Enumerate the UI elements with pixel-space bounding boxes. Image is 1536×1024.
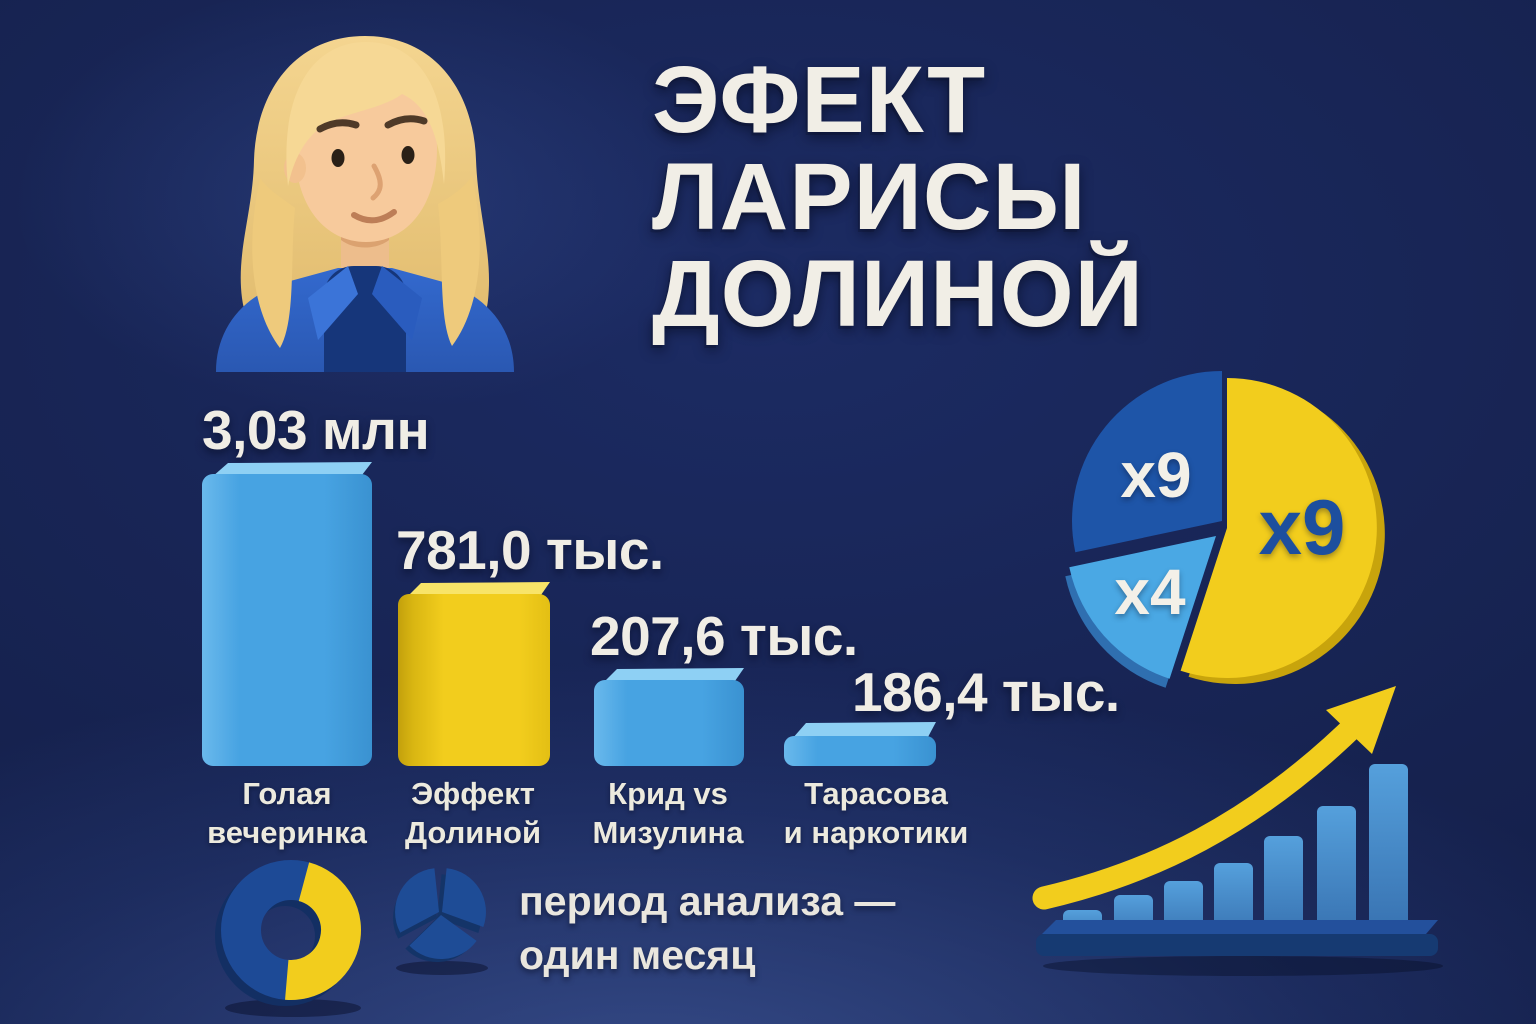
bar-tarasova-i-narkotiki [784,722,936,766]
donut-yellow-segment [221,860,361,1000]
smile [351,209,397,224]
note-line-2: один месяц [519,932,756,978]
eye-right [401,146,415,164]
chart-base-front [1036,934,1438,956]
pie-slice-yellow [1180,378,1377,678]
bar-value-4: 186,4 тыс. [852,661,1120,723]
title-line-3: ДОЛИНОЙ [652,241,1144,347]
pie-icon-wedge-right [442,868,486,927]
growth-bars [1063,764,1408,944]
pie-icon-wedge-left [395,868,439,933]
pie-chart-icon [393,868,488,975]
note-line-1: период анализа — [519,878,896,924]
bar-category-2-line1: Эффект [411,776,535,811]
analysis-period-note: период анализа — один месяц [519,874,895,982]
title-line-1: ЭФЕКТ [652,47,987,153]
multiplier-pie-chart: x9 x9 x4 [1065,371,1385,688]
chart-base-top [1042,920,1438,934]
title-line-2: ЛАРИСЫ [652,144,1087,250]
bar-category-4-line1: Тарасова [804,776,948,811]
growth-arrow-head [1326,686,1396,754]
pie-slice-darkblue [1072,371,1222,553]
woman-avatar [216,36,514,372]
bar-category-1: Голая вечеринка [182,774,392,852]
donut-chart-icon [215,860,361,1017]
bar-krid-vs-mizulina [594,668,744,766]
bar-effekt-dolinoy [398,582,550,766]
bar-category-3: Крид vs Мизулина [563,774,773,852]
pie-label-yellow-slice: x9 [1259,483,1346,571]
bar-category-1-line2: вечеринка [207,815,367,850]
pie-label-dark-slice: x9 [1120,439,1191,511]
bar-value-3: 207,6 тыс. [590,605,858,667]
bar-value-1: 3,03 млн [202,399,430,461]
bar-value-2: 781,0 тыс. [396,519,664,581]
bar-category-1-line1: Голая [242,776,332,811]
bar-category-4-line2: и наркотики [783,815,969,850]
pie-slice-lightblue [1069,536,1216,679]
growth-arrow-chart-icon [1032,686,1443,976]
bar-category-3-line1: Крид vs [608,776,728,811]
bar-category-2: Эффект Долиной [368,774,578,852]
eyebrow-left [316,119,360,133]
bar-golaya-vecherinka [202,462,372,766]
nose [370,163,383,201]
bar-category-4: Тарасова и наркотики [771,774,981,852]
page-title: ЭФЕКТ ЛАРИСЫ ДОЛИНОЙ [652,52,1252,343]
bar-category-3-line2: Мизулина [592,815,744,850]
pie-icon-wedge-bottom [409,915,477,960]
pie-label-light-slice: x4 [1114,556,1186,628]
eye-left [331,149,345,167]
eyebrow-right [384,115,428,129]
bar-category-2-line2: Долиной [404,815,542,850]
growth-arrow-curve [1032,708,1372,910]
